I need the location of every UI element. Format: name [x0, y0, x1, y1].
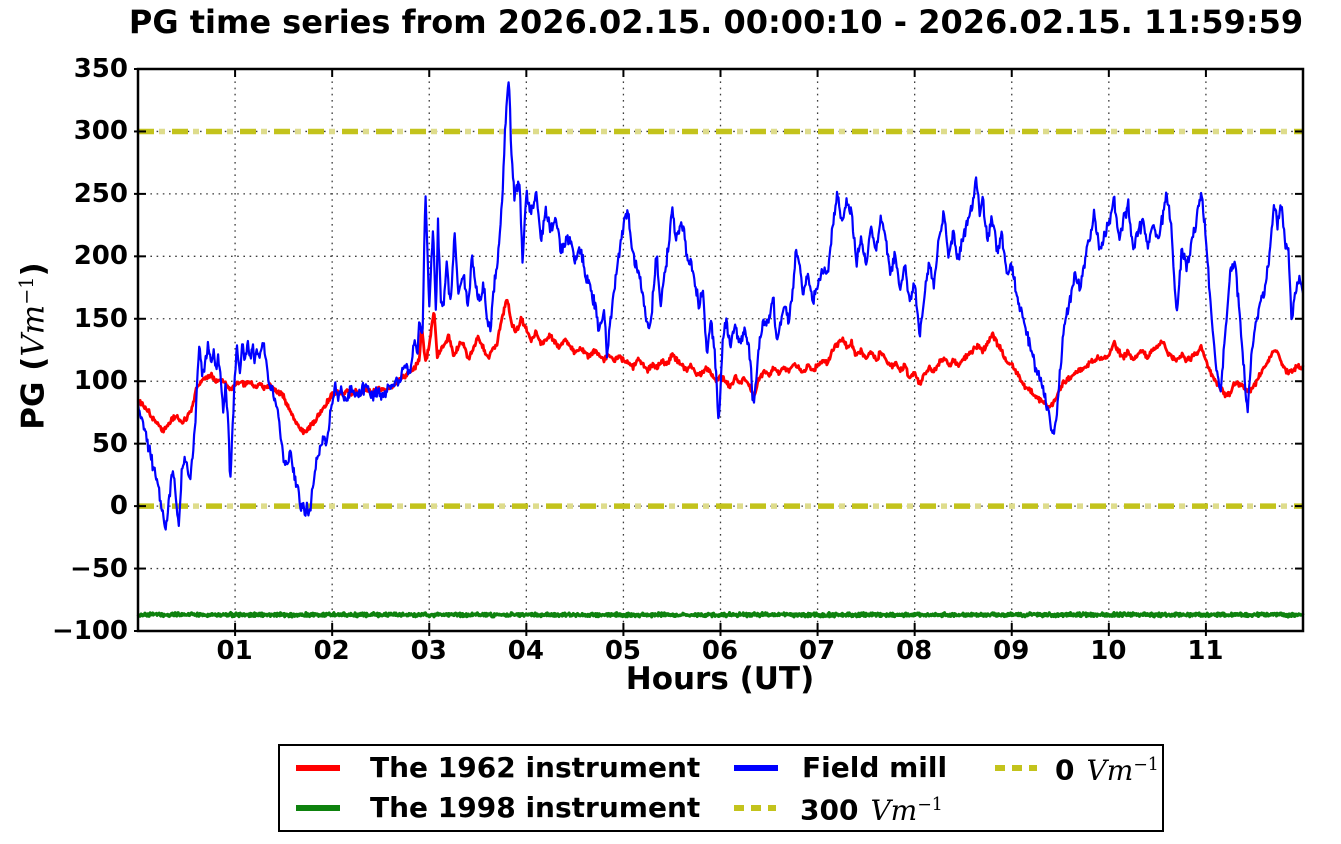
- legend-ref-value: 0: [1055, 753, 1075, 787]
- x-tick-label: 09: [993, 636, 1030, 666]
- y-tick-label: 100: [73, 366, 128, 397]
- x-tick-label: 11: [1187, 636, 1224, 666]
- series-1998-line: [136, 611, 1305, 619]
- y-tick-label: 50: [91, 428, 128, 459]
- legend-ref-unit: Vm: [1086, 753, 1134, 787]
- x-tick-label: 04: [507, 636, 544, 666]
- legend-ref-unit: Vm: [870, 793, 918, 827]
- x-tick-label: 05: [604, 636, 641, 666]
- x-tick-label: 06: [701, 636, 739, 666]
- legend-entry-1962-instrument: The 1962 instrument: [296, 752, 700, 784]
- y-tick-label: 0: [109, 491, 128, 522]
- legend-ref-exponent: −1: [1133, 755, 1159, 776]
- x-tick-label: 10: [1090, 636, 1127, 666]
- yellow-dashed-sample-icon: [734, 805, 776, 811]
- legend-label: The 1998 instrument: [370, 791, 701, 824]
- legend-entry-1998-instrument: The 1998 instrument: [296, 792, 700, 824]
- x-tick-label: 07: [798, 636, 836, 666]
- y-tick-label: −100: [51, 616, 128, 646]
- y-tick-label: 150: [73, 303, 128, 334]
- legend-label: 0 Vm−1: [1055, 749, 1159, 787]
- yellow-dashed-sample-icon: [995, 765, 1037, 771]
- x-tick-label: 01: [216, 636, 253, 666]
- y-axis-unit-exponent: −1: [15, 276, 38, 305]
- legend: The 1962 instrument The 1998 instrument …: [278, 744, 1164, 832]
- y-tick-label: 350: [73, 54, 128, 84]
- plot-area: [133, 67, 1305, 636]
- legend-label: Field mill: [802, 751, 948, 784]
- legend-entry-field-mill: Field mill: [734, 752, 947, 784]
- legend-label: 300 Vm−1: [800, 789, 943, 827]
- legend-label: The 1962 instrument: [370, 751, 701, 784]
- y-tick-label: −50: [70, 553, 128, 584]
- x-tick-label: 08: [896, 636, 933, 666]
- series-field-mill-line: [136, 81, 1304, 531]
- blue-line-sample-icon: [734, 765, 778, 771]
- legend-ref-value: 300: [800, 793, 859, 827]
- y-tick-label: 250: [73, 178, 128, 209]
- red-line-sample-icon: [296, 765, 340, 771]
- x-tick-label: 03: [410, 636, 447, 666]
- tick-marks: [133, 68, 1303, 636]
- y-tick-label: 300: [73, 116, 128, 147]
- legend-ref-exponent: −1: [917, 795, 943, 816]
- chart-title: PG time series from 2026.02.15. 00:00:10…: [128, 3, 1304, 41]
- green-line-sample-icon: [296, 805, 340, 811]
- y-tick-label: 200: [73, 241, 128, 272]
- gridlines: [137, 69, 1303, 631]
- legend-entry-300-reference: 300 Vm−1: [734, 789, 943, 827]
- x-tick-label: 02: [313, 636, 350, 666]
- legend-entry-0-reference: 0 Vm−1: [995, 749, 1159, 787]
- x-axis-label: Hours (UT): [625, 661, 815, 697]
